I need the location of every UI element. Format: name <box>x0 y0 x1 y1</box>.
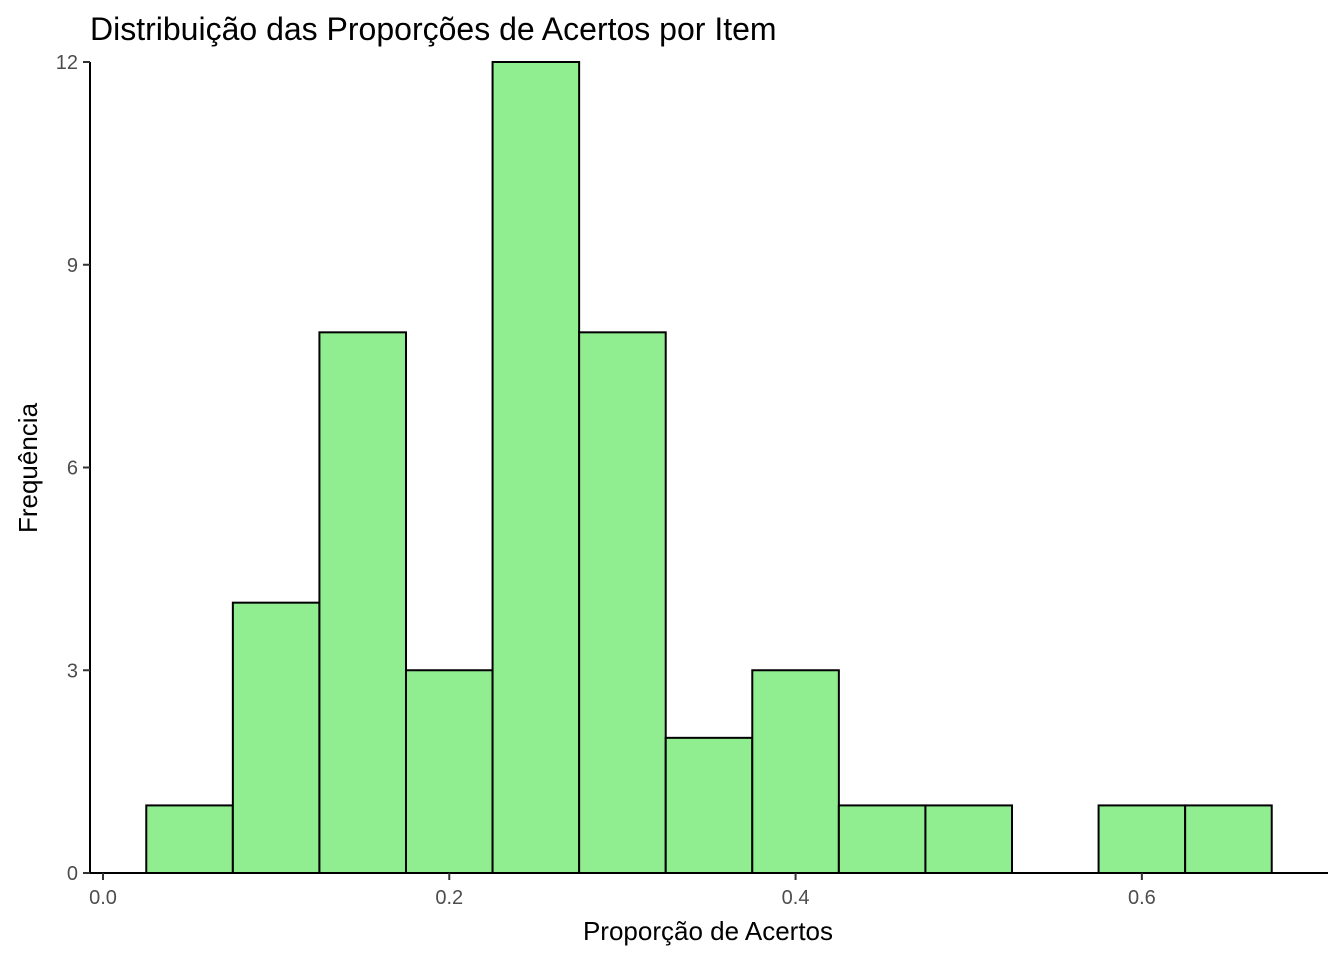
chart-title: Distribuição das Proporções de Acertos p… <box>90 11 777 47</box>
x-tick-label: 0.2 <box>435 887 463 909</box>
histogram-bar <box>404 669 494 874</box>
histogram-bar <box>837 804 927 875</box>
histogram-bar <box>1184 804 1273 875</box>
x-tick-label: 0.4 <box>782 887 810 909</box>
histogram-bar <box>751 669 840 874</box>
histogram-bar <box>1097 804 1187 875</box>
x-axis-title: Proporção de Acertos <box>583 916 833 946</box>
histogram-bar <box>578 331 667 875</box>
histogram-bar <box>231 601 321 875</box>
histogram-bar <box>318 331 407 875</box>
x-ticks-group: 0.0 0.2 0.4 0.6 <box>89 873 1156 909</box>
x-tick-label: 0.0 <box>89 887 117 909</box>
y-tick-label: 9 <box>67 255 78 277</box>
y-axis-title: Frequência <box>13 402 43 533</box>
bars-group <box>145 61 1273 875</box>
y-tick-label: 0 <box>67 863 78 885</box>
histogram-bar <box>491 61 581 874</box>
y-tick-label: 12 <box>56 52 78 74</box>
histogram-bar <box>924 804 1014 875</box>
y-ticks-group: 0 3 6 9 12 <box>56 52 90 885</box>
x-tick-label: 0.6 <box>1128 887 1156 909</box>
y-tick-label: 3 <box>67 660 78 682</box>
y-tick-label: 6 <box>67 458 78 480</box>
histogram-bar <box>145 804 234 875</box>
histogram-bar <box>664 736 754 874</box>
